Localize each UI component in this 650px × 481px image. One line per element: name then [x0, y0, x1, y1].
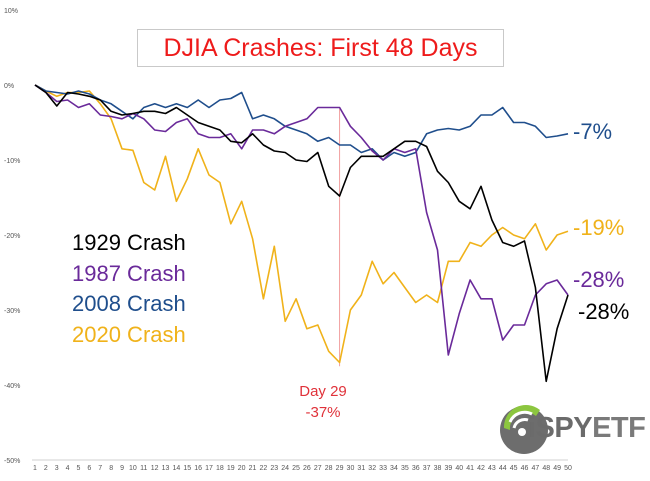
x-tick-label: 15 [183, 465, 191, 472]
legend: 1929 Crash 1987 Crash 2008 Crash 2020 Cr… [72, 228, 186, 350]
legend-entry-2008: 2008 Crash [72, 291, 186, 316]
x-tick-label: 5 [77, 465, 81, 472]
x-tick-label: 29 [336, 465, 344, 472]
x-tick-label: 19 [227, 465, 235, 472]
x-tick-label: 40 [455, 465, 463, 472]
x-tick-label: 23 [270, 465, 278, 472]
x-tick-label: 17 [205, 465, 213, 472]
x-tick-label: 49 [553, 465, 561, 472]
x-tick-label: 36 [412, 465, 420, 472]
y-tick-label: -40% [4, 383, 20, 390]
x-tick-label: 2 [44, 465, 48, 472]
x-tick-label: 13 [162, 465, 170, 472]
series-line-2008 [34, 84, 569, 161]
x-axis: 1 2 3 4 5 6 7 8 9 10 11 12 13 14 15 16 17 18 19 20 21 22 23 24 2… [32, 459, 572, 472]
annotation-value: -37% [305, 404, 341, 421]
x-tick-label: 9 [120, 465, 124, 472]
end-label-2020: -19% [573, 215, 625, 240]
y-tick-label: 0% [4, 83, 14, 90]
x-tick-label: 39 [444, 465, 452, 472]
y-tick-label: -10% [4, 158, 20, 165]
logo-text-ispy: iSPY [528, 412, 593, 444]
x-tick-label: 3 [55, 465, 59, 472]
x-tick-label: 42 [477, 465, 485, 472]
end-label-1929: -28% [578, 299, 630, 324]
end-label-2008: -7% [573, 119, 613, 144]
y-tick-label: -20% [4, 233, 20, 240]
y-tick-label: -30% [4, 308, 20, 315]
x-tick-label: 47 [531, 465, 539, 472]
x-tick-label: 20 [238, 465, 246, 472]
x-tick-label: 45 [510, 465, 518, 472]
x-tick-label: 1 [33, 465, 37, 472]
logo-globe-icon [500, 404, 548, 454]
x-tick-label: 4 [66, 465, 70, 472]
legend-entry-1929: 1929 Crash [72, 230, 186, 255]
series-line-1929 [34, 84, 569, 383]
x-tick-label: 41 [466, 465, 474, 472]
x-tick-label: 25 [292, 465, 300, 472]
x-tick-label: 12 [151, 465, 159, 472]
x-tick-label: 32 [368, 465, 376, 472]
legend-entry-2020: 2020 Crash [72, 321, 186, 347]
series-line-1987 [34, 84, 569, 356]
x-tick-label: 44 [499, 465, 507, 472]
x-tick-label: 46 [521, 465, 529, 472]
chart-title: DJIA Crashes: First 48 Days [137, 29, 504, 67]
x-tick-label: 37 [423, 465, 431, 472]
annotation-day: Day 29 [299, 383, 347, 400]
x-tick-label: 34 [390, 465, 398, 472]
x-tick-label: 27 [314, 465, 322, 472]
x-tick-label: 26 [303, 465, 311, 472]
y-tick-label: 10% [4, 8, 18, 15]
ispyetf-logo: iSPYETF [496, 392, 646, 462]
x-tick-label: 30 [347, 465, 355, 472]
legend-entry-1987: 1987 Crash [72, 260, 186, 286]
x-tick-label: 10 [129, 465, 137, 472]
x-tick-label: 48 [542, 465, 550, 472]
y-tick-label: -50% [4, 458, 20, 465]
day-29-annotation: Day 29 -37% [288, 381, 358, 423]
x-tick-label: 21 [249, 465, 257, 472]
series-line-2020 [34, 84, 569, 364]
x-tick-label: 16 [194, 465, 202, 472]
x-tick-label: 38 [434, 465, 442, 472]
x-tick-label: 7 [98, 465, 102, 472]
x-tick-label: 8 [109, 465, 113, 472]
x-tick-label: 14 [173, 465, 181, 472]
logo-wordmark: iSPYETF [528, 412, 646, 445]
x-tick-label: 31 [357, 465, 365, 472]
x-tick-label: 28 [325, 465, 333, 472]
end-label-1987: -28% [573, 267, 625, 292]
x-tick-label: 43 [488, 465, 496, 472]
logo-text-etf: ETF [592, 412, 646, 444]
x-tick-label: 22 [260, 465, 268, 472]
x-tick-label: 33 [379, 465, 387, 472]
x-tick-label: 18 [216, 465, 224, 472]
x-tick-label: 24 [281, 465, 289, 472]
x-tick-label: 11 [140, 465, 147, 472]
x-tick-label: 35 [401, 465, 409, 472]
y-axis: 10% 0% -10% -20% -30% -40% -50% [4, 8, 20, 465]
x-tick-label: 6 [87, 465, 91, 472]
x-tick-label: 50 [564, 465, 572, 472]
series-layer [34, 84, 569, 383]
